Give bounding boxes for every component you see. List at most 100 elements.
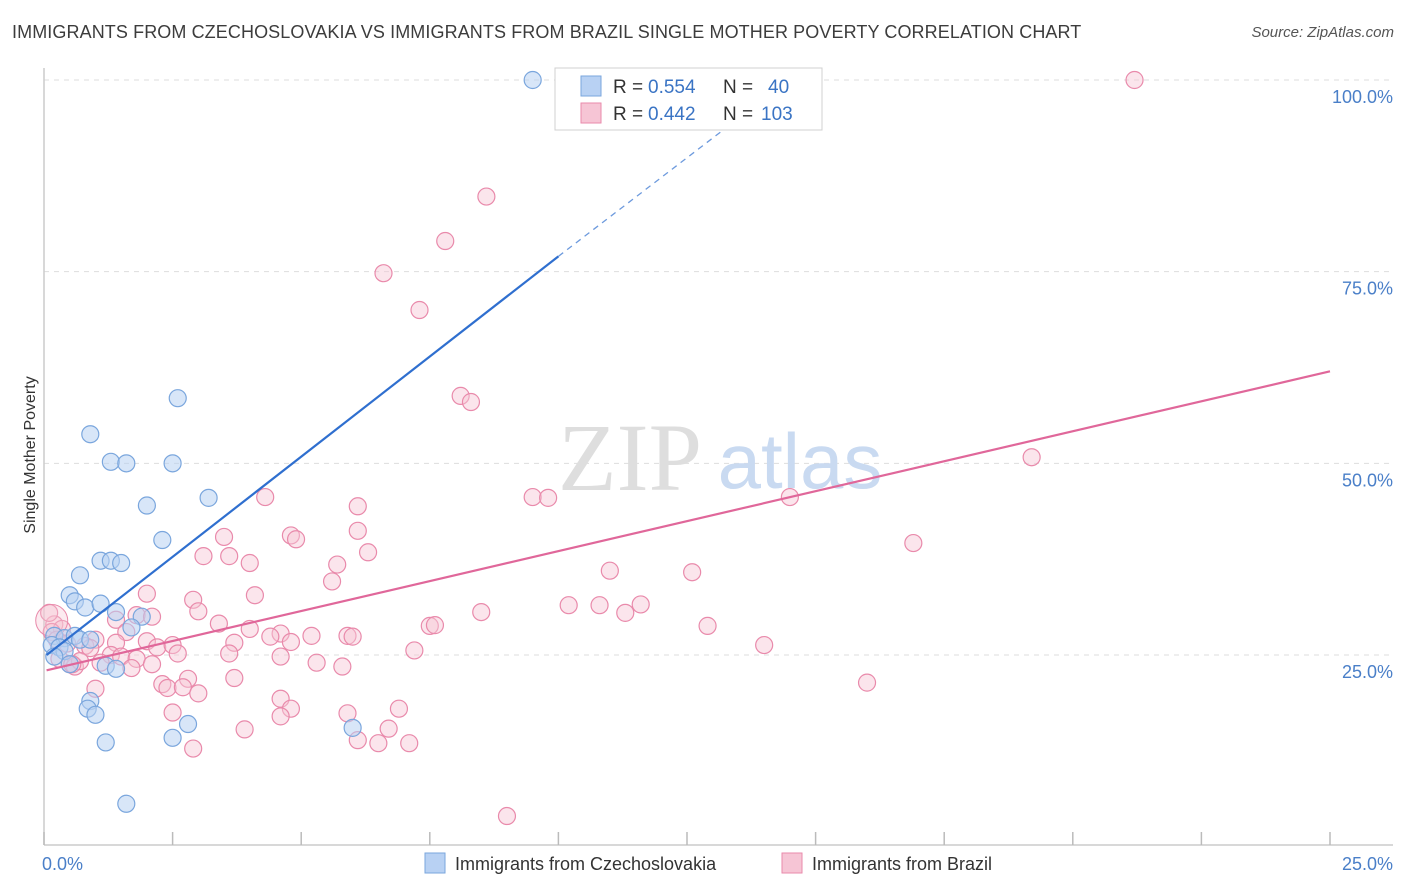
data-point-brazil bbox=[559, 596, 578, 615]
data-point-brazil bbox=[348, 497, 367, 516]
legend-pink-n-label: N = bbox=[723, 104, 753, 125]
data-point-brazil bbox=[857, 673, 877, 692]
data-point-brazil bbox=[358, 543, 378, 562]
legend-bottom-pink-label: Immigrants from Brazil bbox=[812, 854, 992, 874]
data-point-brazil bbox=[333, 657, 352, 676]
data-point-brazil bbox=[631, 595, 650, 614]
data-point-czechoslovakia bbox=[153, 530, 172, 550]
legend-pink-r-value: 0.442 bbox=[648, 104, 696, 125]
data-point-czechoslovakia bbox=[199, 488, 218, 507]
data-point-czechoslovakia bbox=[178, 714, 198, 734]
trend-line-czechoslovakia-extension bbox=[558, 117, 739, 257]
grid-lines bbox=[44, 79, 1393, 656]
legend-blue-swatch bbox=[580, 75, 602, 97]
data-point-brazil bbox=[194, 547, 213, 566]
data-point-brazil bbox=[214, 527, 234, 547]
data-point-brazil bbox=[209, 614, 228, 633]
data-point-brazil bbox=[158, 678, 177, 698]
legend-blue-n-value: 40 bbox=[768, 77, 789, 98]
tick-labels: 25.0% 50.0% 75.0% 100.0% 0.0% 25.0% bbox=[42, 87, 1393, 874]
data-point-czechoslovakia bbox=[81, 630, 100, 649]
data-point-brazil bbox=[184, 590, 203, 609]
data-point-brazil bbox=[189, 602, 208, 621]
data-point-brazil bbox=[256, 487, 275, 507]
data-point-brazil bbox=[616, 603, 635, 622]
data-point-czechoslovakia bbox=[76, 598, 95, 617]
data-point-czechoslovakia bbox=[106, 602, 126, 622]
data-point-brazil bbox=[523, 487, 542, 507]
data-point-czechoslovakia bbox=[523, 70, 542, 90]
data-point-brazil bbox=[755, 635, 774, 655]
chart-source: Source: ZipAtlas.com bbox=[1251, 24, 1394, 41]
data-point-brazil bbox=[436, 231, 455, 251]
data-point-czechoslovakia bbox=[137, 496, 156, 515]
data-point-brazil bbox=[600, 561, 619, 580]
data-point-brazil bbox=[281, 699, 301, 718]
data-point-brazil bbox=[410, 300, 429, 320]
data-point-brazil bbox=[461, 392, 481, 412]
data-point-czechoslovakia bbox=[163, 728, 182, 747]
data-point-brazil bbox=[225, 668, 244, 688]
data-point-brazil bbox=[137, 584, 156, 603]
x-tick-label: 0.0% bbox=[42, 854, 83, 874]
y-tick-label: 50.0% bbox=[1342, 470, 1393, 490]
data-point-brazil bbox=[420, 616, 439, 635]
data-point-czechoslovakia bbox=[117, 794, 136, 813]
data-point-brazil bbox=[343, 627, 362, 646]
data-point-czechoslovakia bbox=[117, 454, 136, 473]
data-point-brazil bbox=[220, 644, 239, 663]
data-point-brazil bbox=[322, 572, 342, 591]
data-point-czechoslovakia bbox=[106, 659, 126, 678]
data-point-brazil bbox=[148, 638, 167, 657]
data-point-czechoslovakia bbox=[343, 718, 362, 737]
trend-lines bbox=[45, 117, 1331, 672]
data-point-brazil bbox=[698, 616, 717, 635]
legend-bottom: Immigrants from Czechoslovakia Immigrant… bbox=[424, 852, 992, 874]
data-point-czechoslovakia bbox=[70, 566, 90, 585]
data-point-czechoslovakia bbox=[112, 553, 131, 573]
data-point-brazil bbox=[235, 720, 254, 739]
series-brazil-points bbox=[35, 70, 1144, 826]
legend-bottom-blue-label: Immigrants from Czechoslovakia bbox=[455, 854, 717, 874]
data-point-brazil bbox=[245, 586, 265, 605]
data-point-brazil bbox=[122, 658, 141, 678]
data-point-brazil bbox=[261, 627, 280, 646]
data-point-brazil bbox=[240, 553, 259, 573]
data-point-brazil bbox=[184, 739, 203, 758]
data-point-brazil bbox=[348, 521, 367, 540]
legend-blue-n-label: N = bbox=[723, 77, 753, 98]
data-point-brazil bbox=[328, 555, 347, 574]
data-point-brazil bbox=[374, 264, 393, 283]
data-point-brazil bbox=[225, 633, 244, 652]
data-point-brazil bbox=[539, 488, 558, 507]
data-point-brazil bbox=[168, 644, 187, 663]
data-point-brazil bbox=[286, 530, 306, 549]
legend-bottom-pink-swatch bbox=[781, 852, 803, 874]
watermark-atlas: atlas bbox=[718, 417, 883, 505]
data-point-czechoslovakia bbox=[163, 454, 182, 473]
data-point-brazil bbox=[307, 653, 326, 672]
data-point-brazil bbox=[302, 626, 321, 645]
data-point-brazil bbox=[1022, 448, 1041, 467]
data-point-brazil bbox=[497, 806, 517, 826]
data-point-brazil bbox=[1125, 70, 1144, 90]
data-point-czechoslovakia bbox=[81, 425, 100, 444]
data-point-brazil bbox=[338, 626, 357, 645]
data-point-brazil bbox=[472, 602, 491, 622]
data-point-czechoslovakia bbox=[168, 389, 187, 408]
chart-title: IMMIGRANTS FROM CZECHOSLOVAKIA VS IMMIGR… bbox=[12, 22, 1082, 42]
y-tick-label: 25.0% bbox=[1342, 662, 1393, 682]
data-point-czechoslovakia bbox=[86, 705, 105, 724]
y-axis-title: Single Mother Poverty bbox=[22, 376, 39, 533]
legend-bottom-blue-swatch bbox=[424, 852, 446, 874]
legend-pink-n-value: 103 bbox=[761, 104, 793, 125]
data-point-brazil bbox=[451, 386, 470, 405]
data-point-brazil bbox=[405, 641, 424, 660]
trend-line-czechoslovakia bbox=[45, 255, 560, 656]
data-point-brazil bbox=[189, 684, 208, 703]
legend-pink-swatch bbox=[580, 102, 602, 124]
data-point-czechoslovakia bbox=[122, 618, 141, 637]
y-tick-label: 100.0% bbox=[1332, 87, 1393, 107]
data-point-brazil bbox=[379, 719, 398, 738]
